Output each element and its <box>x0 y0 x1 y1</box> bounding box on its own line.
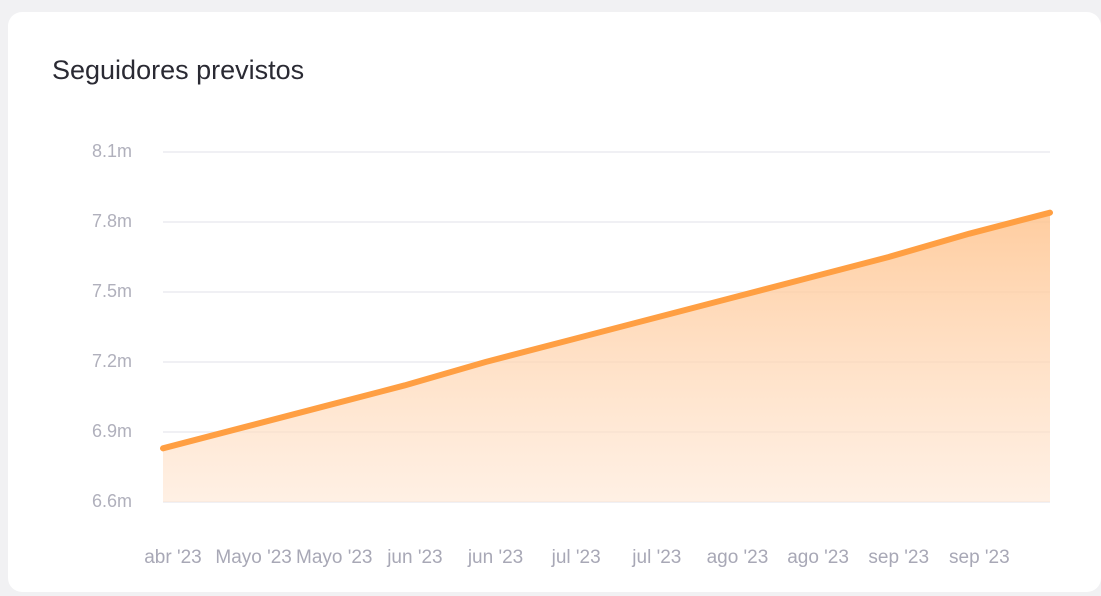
x-tick-label: jul '23 <box>551 547 601 568</box>
x-tick-label: sep '23 <box>949 547 1010 568</box>
y-tick-label: 7.8m <box>92 211 132 231</box>
y-tick-label: 8.1m <box>92 141 132 161</box>
x-tick-label: jun '23 <box>386 547 442 568</box>
x-tick-label: jul '23 <box>631 547 681 568</box>
x-tick-label: ago '23 <box>787 547 849 568</box>
x-tick-label: ago '23 <box>707 547 769 568</box>
area <box>163 212 1050 502</box>
x-tick-label: Mayo '23 <box>296 547 373 568</box>
y-tick-label: 6.9m <box>92 421 132 441</box>
x-tick-label: Mayo '23 <box>215 547 292 568</box>
y-tick-label: 7.5m <box>92 281 132 301</box>
x-tick-label: abr '23 <box>144 547 202 568</box>
chart-title: Seguidores previstos <box>52 55 304 85</box>
y-tick-label: 6.6m <box>92 491 132 511</box>
x-tick-label: sep '23 <box>868 547 929 568</box>
line <box>160 209 1053 452</box>
y-tick-label: 7.2m <box>92 351 132 371</box>
x-tick-label: jun '23 <box>467 547 523 568</box>
